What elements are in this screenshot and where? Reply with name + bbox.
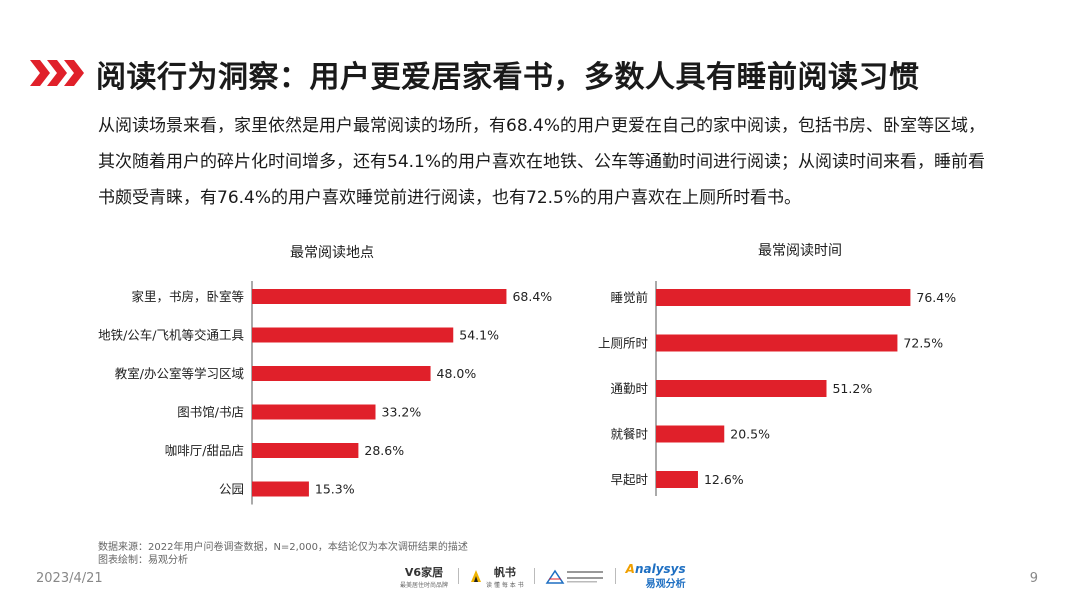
value-label: 51.2% [832, 381, 872, 396]
value-label: 15.3% [315, 482, 355, 497]
bar [252, 289, 507, 304]
bar [252, 404, 376, 420]
value-label: 28.6% [364, 443, 404, 458]
bar [656, 380, 827, 397]
fanshu-logo-icon [471, 570, 482, 582]
chart-reading-location: 家里，书房，卧室等 68.4% 地铁/公车/飞机等交通工具 54.1% 教室/办公室等学… [98, 281, 552, 505]
bar [252, 366, 431, 381]
v6-logo-subtitle: 最美居住时尚品牌 [400, 581, 449, 589]
report-date: 2023/4/21 [36, 571, 103, 586]
fanshu-logo: 帆书 读 懂 每 本 书 [469, 564, 524, 589]
bar [656, 334, 898, 352]
bar [252, 443, 359, 458]
v6-logo: V6家居 最美居住时尚品牌 [400, 564, 448, 589]
bar [656, 289, 911, 306]
value-label: 68.4% [512, 289, 552, 304]
value-label: 48.0% [437, 366, 477, 381]
institute-logo [545, 567, 605, 585]
category-label: 早起时 [610, 472, 648, 487]
category-label: 通勤时 [610, 381, 648, 396]
bar [252, 481, 309, 497]
chart-title-location: 最常阅读地点 [290, 245, 374, 261]
chevron-arrows-icon [30, 60, 84, 86]
chart-title-time: 最常阅读时间 [758, 243, 842, 259]
bar [656, 471, 698, 488]
category-label: 教室/办公室等学习区域 [115, 366, 244, 381]
category-label: 睡觉前 [610, 290, 648, 305]
partner-logos: V6家居 最美居住时尚品牌 帆书 读 懂 每 本 书 Analysys 易观分析 [400, 563, 686, 590]
category-label: 图书馆/书店 [177, 405, 244, 420]
bar [252, 327, 454, 343]
source-note: 数据来源：2022年用户问卷调查数据，N=2,000，本结论仅为本次调研结果的描… [98, 542, 468, 553]
category-label: 咖啡厅/甜品店 [165, 443, 244, 458]
fanshu-logo-text: 帆书 [493, 565, 516, 579]
value-label: 20.5% [730, 427, 770, 442]
value-label: 72.5% [903, 336, 943, 351]
v6-logo-text: V6家居 [404, 565, 444, 579]
analysys-logo: Analysys 易观分析 [626, 563, 686, 590]
fanshu-logo-subtitle: 读 懂 每 本 书 [486, 581, 524, 589]
value-label: 12.6% [704, 472, 744, 487]
analysys-logo-text: Analysys [625, 561, 686, 576]
category-label: 家里，书房，卧室等 [131, 289, 244, 304]
category-label: 上厕所时 [598, 336, 649, 351]
chart-reading-time: 睡觉前 76.4% 上厕所时 72.5% 通勤时 51.2% 就餐时 20.5% 早起时 12.6… [598, 281, 956, 496]
category-label: 公园 [219, 482, 244, 497]
page-title: 阅读行为洞察：用户更爱居家看书，多数人具有睡前阅读习惯 [96, 60, 920, 95]
value-label: 54.1% [459, 328, 499, 343]
intro-paragraph: 从阅读场景来看，家里依然是用户最常阅读的场所，有68.4%的用户更爱在自己的家中… [98, 116, 986, 208]
analysys-logo-cn: 易观分析 [645, 578, 686, 590]
category-label: 地铁/公车/飞机等交通工具 [98, 328, 244, 343]
institute-logo-icon [545, 569, 603, 584]
bar [656, 425, 725, 443]
chart-note: 图表绘制：易观分析 [98, 555, 188, 566]
page-number: 9 [1029, 571, 1038, 586]
category-label: 就餐时 [610, 427, 648, 442]
value-label: 33.2% [382, 405, 422, 420]
value-label: 76.4% [916, 290, 956, 305]
